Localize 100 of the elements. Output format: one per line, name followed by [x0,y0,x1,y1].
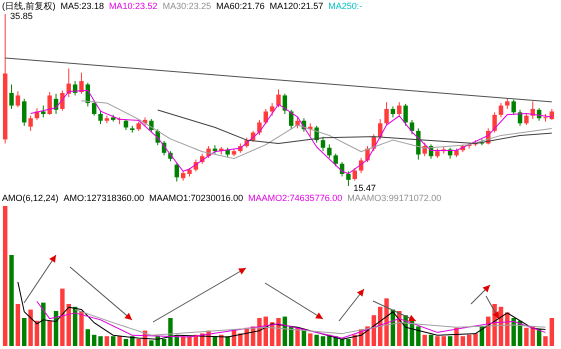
bar [435,336,440,346]
bar [111,336,116,346]
candlestick [511,99,516,116]
bar [66,304,71,346]
bar [288,326,294,346]
candlestick [498,102,504,118]
bar [505,312,510,346]
bar [86,329,90,346]
candlestick [72,80,78,96]
candlestick [124,119,128,131]
text: MA60:21.76 [216,1,265,11]
candlestick [41,105,46,118]
bar [536,329,542,346]
candlestick [28,115,33,132]
bar [282,316,288,346]
bar [92,334,96,346]
bar [104,336,110,346]
candlestick [282,93,288,115]
candlestick [390,106,396,118]
text: MAAMO1:70230016.00 [149,193,244,203]
text: MA120:21.57 [270,1,324,11]
bar [448,336,452,346]
text: MA10:23.52 [109,1,158,11]
candlestick [9,84,14,110]
bar [480,326,484,346]
candlestick [340,162,344,177]
candlestick [92,100,96,116]
candlestick [264,108,268,125]
bar [60,288,65,346]
bar [2,206,8,346]
candlestick [66,68,71,98]
annotation: 35.85 [10,11,33,21]
text: MA5:23.18 [60,1,104,11]
bar [238,333,243,346]
bar [428,334,434,346]
candlestick [435,148,440,158]
candlestick [524,114,529,126]
candlestick [257,119,262,136]
candlestick [60,90,65,112]
candlestick [174,162,180,182]
candlestick [397,102,402,116]
bar [460,336,466,346]
candlestick [346,170,351,186]
bar [72,306,78,346]
candlestick [16,90,20,108]
candlestick [136,121,141,132]
bar [442,336,446,346]
bar [9,255,14,346]
text: MAAMO2:74635776.00 [248,193,342,203]
bar [98,336,103,346]
bar [149,340,154,346]
bar [47,320,52,346]
bar [54,311,58,346]
candlestick [180,170,186,182]
text: MAAMO3:99171072.00 [347,193,442,203]
candlestick [384,102,389,126]
text: (日线,前复权) [2,1,56,11]
text: MA250:- [328,1,362,11]
candlestick [505,97,510,110]
bar [22,318,26,346]
bar [416,326,421,346]
bar [486,316,490,346]
candlestick [333,153,338,167]
bar [543,336,548,346]
bar [136,339,141,346]
bar [41,302,46,346]
candlestick [403,103,408,126]
bar [117,336,122,346]
bar [314,334,319,346]
candlestick [270,102,274,116]
bar [320,336,326,346]
bar [422,334,427,346]
bar [16,304,20,346]
bar [384,298,389,346]
bar [295,328,300,346]
bar [530,326,535,346]
bar [511,318,516,346]
candlestick [22,98,26,126]
bar [550,318,554,346]
bar [466,334,472,346]
bar [524,328,529,346]
text: AMO(6,12,24) [2,193,59,203]
candlestick [288,109,294,130]
candlestick [378,118,382,140]
bar [372,315,376,346]
candlestick [518,109,522,126]
candlestick [79,72,84,94]
bar [473,333,478,346]
text: MA30:23.25 [162,1,212,11]
text: AMO:127318360.00 [64,193,144,203]
candlestick [352,168,357,182]
candlestick [98,110,103,125]
bar [79,311,84,346]
bar [518,320,522,346]
candlestick [320,136,326,152]
candlestick [47,92,52,116]
bar [174,336,180,346]
candlestick [492,112,497,134]
bar [124,339,128,346]
annotation: 15.47 [353,183,376,193]
